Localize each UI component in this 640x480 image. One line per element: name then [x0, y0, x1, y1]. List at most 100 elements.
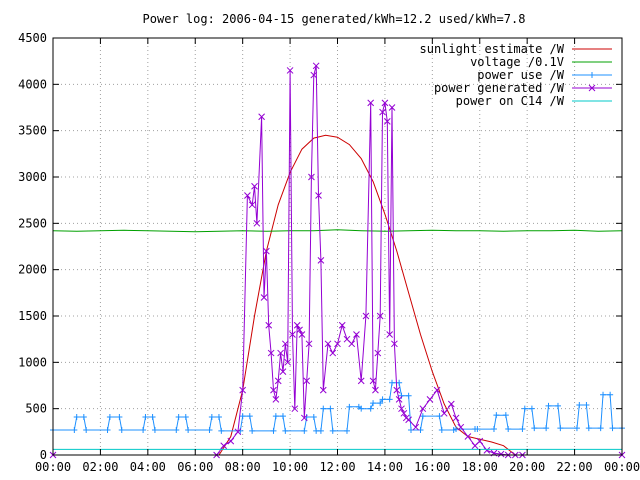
data-point [312, 62, 320, 70]
data-point [249, 427, 256, 434]
data-point [585, 425, 592, 432]
data-point [493, 412, 500, 419]
data-point [497, 450, 505, 458]
data-point [386, 396, 393, 403]
data-point [291, 405, 299, 413]
data-point [267, 349, 275, 357]
legend-label: power use /W [477, 68, 564, 82]
data-point [521, 405, 528, 412]
data-point [142, 414, 149, 421]
data-point [281, 340, 289, 348]
data-point [426, 396, 434, 403]
data-point [528, 405, 535, 412]
data-point [583, 401, 590, 408]
data-point [400, 409, 408, 417]
data-point [248, 201, 256, 209]
data-point [398, 392, 405, 399]
data-point [104, 426, 111, 433]
data-point [282, 427, 289, 434]
data-point [576, 401, 583, 408]
data-point [502, 412, 509, 419]
data-point [320, 405, 327, 412]
data-point [80, 414, 87, 421]
data-point [554, 402, 561, 409]
data-point [438, 426, 445, 433]
data-point [182, 414, 189, 421]
data-point [447, 400, 455, 408]
data-point [244, 192, 251, 199]
series-sunlight-estimate-w [53, 134, 622, 456]
data-point [277, 349, 284, 357]
data-point [372, 386, 379, 394]
data-point [284, 358, 292, 366]
data-point [253, 219, 261, 227]
data-point [557, 425, 564, 432]
x-tick-label: 14:00 [367, 460, 403, 474]
data-point [246, 413, 253, 420]
data-point [391, 340, 398, 348]
data-point [370, 400, 377, 407]
y-tick-label: 3500 [18, 124, 47, 138]
data-point [140, 426, 147, 433]
y-tick-label: 0 [40, 448, 47, 462]
data-point [388, 104, 396, 111]
data-point [289, 331, 296, 338]
data-point [396, 379, 403, 386]
legend-label: power on C14 /W [456, 94, 565, 108]
x-tick-label: 00:00 [604, 460, 640, 474]
data-point [206, 426, 213, 433]
data-point [317, 257, 325, 264]
data-point [398, 405, 405, 413]
data-point [274, 377, 282, 385]
y-tick-label: 2500 [18, 216, 47, 230]
legend-marker [588, 84, 596, 92]
data-point [433, 386, 441, 394]
grid [53, 38, 622, 455]
data-point [362, 312, 370, 320]
data-point [490, 426, 497, 433]
data-point [357, 377, 365, 385]
data-point [367, 405, 374, 412]
data-point [298, 331, 306, 338]
data-point [609, 425, 616, 432]
axes: 0 500 1000 1500 2000 2500 3000 3500 4000 4500 00:0… [18, 31, 640, 474]
data-point [389, 379, 396, 386]
data-point [272, 396, 280, 403]
data-point [310, 414, 317, 421]
data-point [531, 425, 538, 432]
data-point [348, 340, 356, 348]
x-tick-label: 00:00 [35, 460, 71, 474]
data-point [358, 405, 365, 412]
data-point [279, 368, 287, 375]
data-point [367, 99, 375, 107]
x-tick-label: 22:00 [557, 460, 593, 474]
x-tick-label: 10:00 [272, 460, 308, 474]
y-tick-label: 4500 [18, 31, 47, 45]
x-tick-label: 04:00 [130, 460, 166, 474]
data-point [353, 331, 360, 338]
data-point [310, 71, 318, 79]
data-point [386, 331, 394, 338]
data-point [381, 99, 389, 107]
series-line [52, 229, 623, 233]
legend-label: sunlight estimate /W [420, 42, 565, 56]
data-point [300, 414, 308, 422]
data-point [220, 442, 228, 450]
data-point [376, 312, 384, 320]
data-point [483, 447, 491, 454]
y-tick-label: 1000 [18, 355, 47, 369]
data-point [175, 414, 182, 421]
data-point [338, 321, 346, 329]
x-tick-label: 02:00 [82, 460, 118, 474]
data-point [440, 409, 448, 417]
data-point [369, 377, 377, 385]
data-point [260, 294, 268, 301]
data-point [308, 173, 315, 181]
data-point [215, 414, 222, 421]
data-point [234, 428, 242, 436]
data-point [319, 386, 327, 394]
data-point [607, 391, 614, 398]
data-point [519, 426, 526, 433]
